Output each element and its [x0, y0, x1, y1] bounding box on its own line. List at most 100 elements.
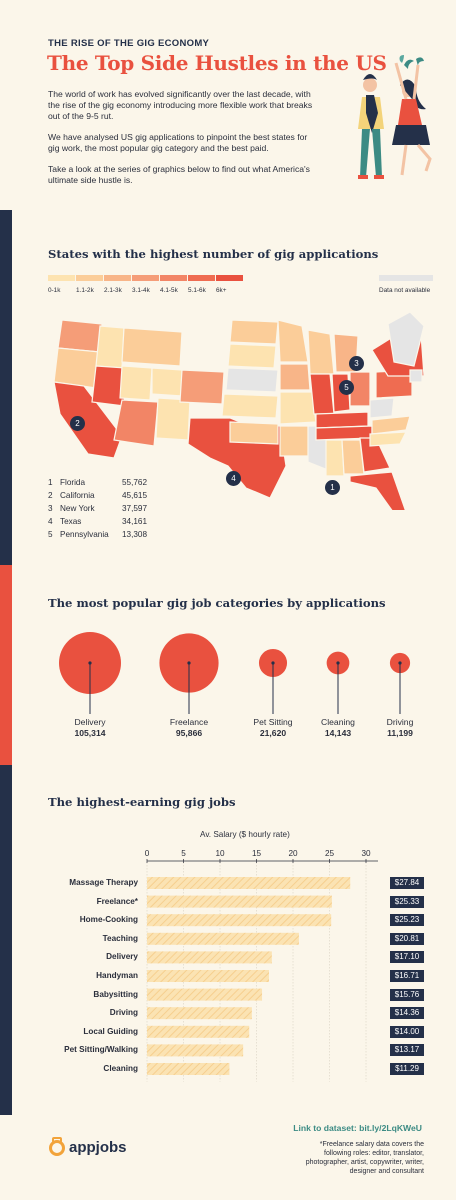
legend-swatch: [48, 275, 75, 281]
legend-swatch: [132, 275, 159, 281]
no-data-swatch: [379, 275, 433, 281]
ranking-state: Pennsylvania: [60, 530, 109, 539]
categories-section-title: The most popular gig job categories by a…: [48, 596, 386, 610]
salary-bar-chart: 0 5 10 15 20 25 30: [145, 849, 378, 1082]
bar-category-label: Delivery: [106, 952, 138, 962]
legend-label: 3.1-4k: [132, 287, 150, 294]
ranking-state: New York: [60, 504, 95, 513]
intro-paragraph: The world of work has evolved significan…: [48, 89, 313, 121]
category-name: Driving: [386, 717, 414, 727]
bar-value-label: $25.33: [390, 895, 424, 908]
bar-value-label: $11.29: [390, 1063, 424, 1075]
intro-paragraph: We have analysed US gig applications to …: [48, 132, 308, 153]
ranking-state: California: [60, 491, 95, 500]
ranking-state: Texas: [60, 517, 82, 526]
salary-bar: [147, 1007, 252, 1020]
x-tick-label: 10: [215, 849, 225, 858]
salary-bar: [147, 895, 332, 908]
sidebar-stripe-red: [0, 565, 12, 765]
category-value: 105,314: [74, 728, 106, 738]
logo-text: appjobs: [69, 1138, 127, 1156]
category-name: Cleaning: [321, 717, 355, 727]
bar-value-label: $25.23: [390, 914, 424, 927]
category-label: Freelance 95,866: [149, 717, 229, 739]
salary-bar: [147, 1025, 250, 1038]
map-marker: 1: [325, 480, 340, 495]
category-name: Freelance: [169, 717, 209, 727]
salary-bar: [147, 951, 272, 964]
people-illustration: [358, 55, 432, 179]
bar-category-label: Teaching: [102, 933, 138, 943]
bar-value-label: $14.00: [390, 1025, 424, 1038]
ranking-value: 55,762: [122, 478, 148, 487]
bar-value-label: $17.10: [390, 951, 424, 964]
salary-bar: [147, 877, 351, 889]
category-name: Delivery: [74, 717, 106, 727]
page-title: The Top Side Hustles in the US: [47, 51, 387, 75]
bar-category-label: Pet Sitting/Walking: [64, 1045, 138, 1055]
footnote: *Freelance salary data covers the follow…: [305, 1141, 424, 1175]
x-tick-label: 20: [288, 849, 298, 858]
sidebar-stripe: [0, 210, 12, 565]
ranking-state: Florida: [60, 478, 86, 487]
legend-label: 0-1k: [48, 287, 61, 294]
us-map: [53, 311, 424, 510]
dataset-link-url[interactable]: bit.ly/2LqKWeU: [359, 1123, 422, 1133]
ranking-value: 45,615: [122, 491, 148, 500]
bar-value-label: $20.81: [390, 932, 424, 945]
bar-value-label: $13.17: [390, 1044, 424, 1057]
salary-bar: [147, 1063, 230, 1075]
ranking-number: 1: [48, 478, 53, 487]
category-value: 95,866: [175, 728, 203, 738]
header-label: THE RISE OF THE GIG ECONOMY: [48, 38, 210, 49]
legend-label: 6k+: [216, 287, 227, 294]
appjobs-logo: appjobs: [48, 1137, 127, 1157]
category-name: Pet Sitting: [253, 717, 293, 727]
x-tick-label: 25: [325, 849, 335, 858]
bar-value-label: $14.36: [390, 1007, 424, 1020]
ranking-number: 5: [48, 530, 53, 539]
bar-category-label: Handyman: [96, 971, 138, 980]
category-value: 11,199: [387, 728, 413, 738]
chart-axis-title: Av. Salary ($ hourly rate): [200, 830, 290, 839]
salary-bar: [147, 988, 263, 1001]
ranking-number: 3: [48, 504, 53, 513]
map-section-title: States with the highest number of gig ap…: [48, 247, 379, 261]
no-data-label: Data not available: [379, 287, 431, 294]
appjobs-logo-icon: [49, 1137, 65, 1156]
ranking-row: 5 Pennsylvania 13,308: [48, 528, 147, 541]
category-label: Delivery 105,314: [50, 717, 130, 739]
legend-swatch: [188, 275, 215, 281]
intro-paragraph: Take a look at the series of graphics be…: [48, 164, 310, 185]
bar-category-label: Home-Cooking: [79, 915, 138, 925]
bar-category-label: Massage Therapy: [69, 878, 138, 887]
ranking-row: 1 Florida 55,762: [48, 476, 147, 489]
bubble-center-dot: [398, 661, 402, 665]
ranking-row: 2 California 45,615: [48, 489, 147, 502]
legend-swatch: [104, 275, 131, 281]
bar-value-label: $27.84: [390, 877, 424, 889]
bar-value-label: $16.71: [390, 970, 424, 982]
bar-category-label: Babysitting: [93, 989, 138, 999]
bar-category-label: Freelance*: [96, 896, 138, 906]
earnings-section-title: The highest-earning gig jobs: [48, 795, 236, 809]
salary-bar: [147, 1044, 244, 1057]
salary-bar: [147, 970, 269, 982]
bubble-center-dot: [271, 661, 275, 665]
legend-label: 2.1-3k: [104, 287, 122, 294]
map-marker: 5: [339, 380, 354, 395]
ranking-value: 37,597: [122, 504, 148, 513]
bubble-center-dot: [88, 661, 92, 665]
category-label: Driving 11,199: [360, 717, 440, 739]
x-tick-label: 0: [145, 849, 150, 858]
x-tick-label: 30: [361, 849, 371, 858]
dataset-link[interactable]: Link to dataset: bit.ly/2LqKWeU: [293, 1123, 422, 1133]
bar-category-label: Local Guiding: [83, 1026, 138, 1036]
category-label: Pet Sitting 21,620: [233, 717, 313, 739]
category-label: Cleaning 14,143: [298, 717, 378, 739]
bubble-center-dot: [187, 661, 191, 665]
ranking-row: 3 New York 37,597: [48, 502, 147, 515]
category-value: 21,620: [259, 728, 287, 738]
ranking-value: 34,161: [122, 517, 148, 526]
ranking-value: 13,308: [122, 530, 148, 539]
